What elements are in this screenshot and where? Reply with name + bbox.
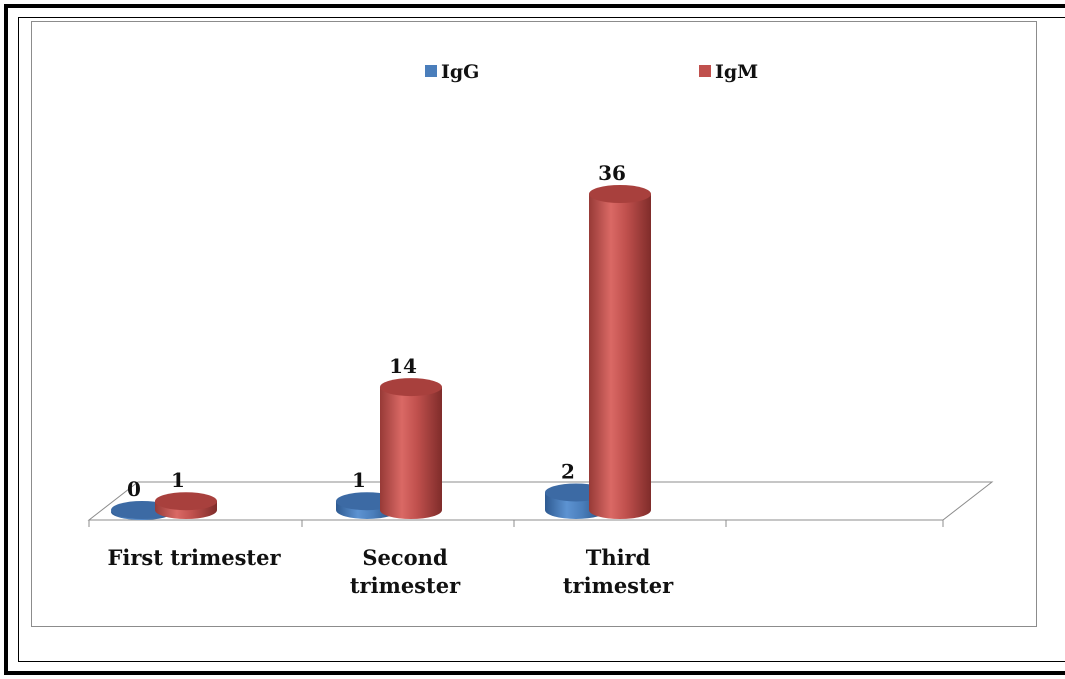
data-label: 1	[352, 468, 366, 492]
legend-swatch	[425, 65, 437, 77]
category-label-line: trimester	[350, 573, 461, 598]
legend-item-igg: IgG	[425, 61, 479, 83]
bar-top	[589, 185, 651, 203]
chart-floor	[87, 481, 994, 527]
data-label: 0	[127, 477, 141, 501]
bar-body	[589, 194, 651, 519]
bar-top	[155, 492, 217, 511]
floor-plane	[87, 481, 994, 521]
bar-body	[380, 387, 442, 519]
category-label-line: First trimester	[107, 545, 281, 570]
chart-area: IgG IgM 0 1 1 14 2 36 First trimester Second tri…	[31, 21, 1037, 627]
legend-item-igm: IgM	[699, 61, 758, 83]
data-labels: 0 1 1 14 2 36	[127, 161, 626, 501]
inner-frame	[18, 17, 1065, 662]
data-label: 2	[561, 459, 575, 483]
legend-label: IgG	[441, 61, 479, 83]
category-label-line: Third	[586, 545, 651, 570]
category-label-line: Second	[362, 545, 448, 570]
bars	[111, 185, 651, 520]
data-label: 36	[598, 161, 626, 185]
bar-igm-first-trimester	[155, 492, 217, 519]
bar-chart: IgG IgM 0 1 1 14 2 36 First trimester Second tri…	[87, 61, 994, 598]
data-label: 1	[171, 468, 185, 492]
category-label-first-trimester: First trimester	[107, 545, 281, 570]
data-label: 14	[389, 354, 417, 378]
bar-top	[380, 378, 442, 397]
bar-igm-second-trimester	[380, 378, 442, 519]
category-label-line: trimester	[563, 573, 674, 598]
legend: IgG IgM	[425, 61, 758, 83]
legend-swatch	[699, 65, 711, 77]
category-label-third-trimester: Third trimester	[563, 545, 674, 598]
category-labels: First trimester Second trimester Third trime…	[107, 545, 674, 598]
category-label-second-trimester: Second trimester	[350, 545, 461, 598]
bar-igm-third-trimester	[589, 185, 651, 519]
legend-label: IgM	[715, 61, 758, 83]
